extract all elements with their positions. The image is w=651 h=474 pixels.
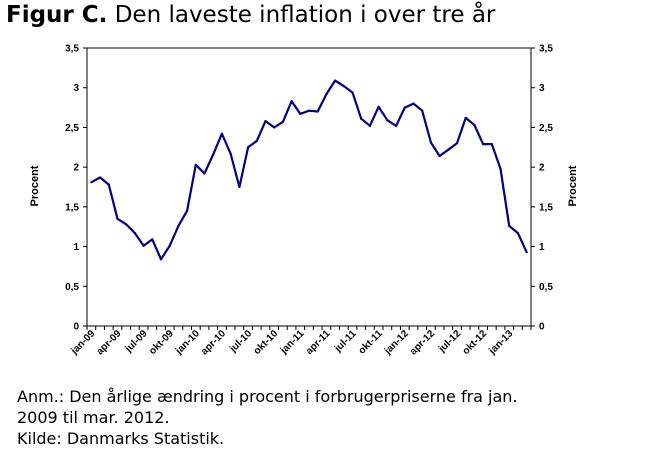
- chart-notes: Anm.: Den årlige ændring i procent i for…: [17, 386, 518, 449]
- data-point: [421, 109, 424, 112]
- data-point: [125, 223, 128, 226]
- data-point: [107, 183, 110, 186]
- data-point: [438, 154, 441, 158]
- data-point: [281, 120, 284, 123]
- y-tick-label-right: 1,5: [539, 202, 553, 213]
- data-point: [264, 120, 267, 123]
- data-point: [307, 109, 311, 112]
- plot-area-frame: [86, 47, 532, 327]
- data-point: [168, 244, 171, 247]
- data-point: [325, 93, 328, 96]
- x-tick-label: apr-09: [95, 328, 124, 357]
- data-point: [368, 124, 371, 127]
- data-point: [290, 100, 293, 103]
- x-tick-label: jul-12: [436, 328, 463, 355]
- data-point: [247, 146, 250, 149]
- data-point: [159, 258, 163, 261]
- data-point: [386, 119, 389, 122]
- x-tick-label: jul-11: [332, 328, 359, 355]
- x-tick-label: apr-10: [199, 328, 228, 357]
- note-line-3: Kilde: Danmarks Statistik.: [17, 429, 225, 448]
- data-point: [334, 79, 337, 82]
- y-tick-label-left: 2: [73, 163, 79, 174]
- y-tick-label-right: 1: [539, 242, 545, 253]
- data-point: [464, 116, 467, 119]
- data-point: [455, 142, 459, 145]
- data-point: [377, 105, 380, 108]
- x-tick-label: jan-10: [173, 328, 202, 357]
- data-point: [194, 163, 197, 166]
- x-tick-label: jul-09: [123, 328, 150, 355]
- y-tick-label-left: 2,5: [65, 123, 79, 134]
- data-point: [447, 148, 450, 151]
- x-tick-label: jul-10: [227, 328, 254, 355]
- y-tick-label-left: 0,5: [65, 282, 79, 293]
- data-point: [229, 152, 232, 155]
- data-point: [99, 176, 102, 179]
- figure-label: Figur C.: [6, 2, 108, 28]
- data-point: [186, 209, 189, 212]
- x-tick-label: apr-12: [408, 328, 437, 357]
- data-point: [255, 139, 258, 142]
- data-point: [203, 172, 206, 175]
- x-tick-label: jan-11: [278, 328, 307, 357]
- data-point: [90, 181, 93, 184]
- y-axis-label-left: Procent: [29, 165, 41, 206]
- y-tick-label-left: 3: [73, 83, 79, 94]
- data-point: [490, 143, 493, 146]
- data-point: [212, 153, 215, 156]
- y-axis-label-right: Procent: [567, 165, 579, 206]
- note-line-1: Anm.: Den årlige ændring i procent i for…: [17, 387, 518, 406]
- data-point: [220, 132, 223, 135]
- inflation-series-line: [90, 79, 528, 261]
- data-point: [525, 251, 528, 254]
- data-point: [351, 91, 354, 94]
- x-tick-label: okt-12: [461, 328, 490, 357]
- note-line-2: 2009 til mar. 2012.: [17, 408, 170, 427]
- data-point: [508, 224, 511, 227]
- data-point: [142, 244, 145, 247]
- data-point: [482, 143, 485, 146]
- page-title: Figur C. Den laveste inflation i over tr…: [6, 2, 495, 28]
- x-tick-label: okt-10: [252, 328, 281, 357]
- y-tick-label-left: 1: [73, 242, 79, 253]
- data-point: [360, 117, 363, 120]
- data-point: [133, 232, 136, 235]
- y-tick-label-right: 2,5: [539, 123, 553, 134]
- data-point: [238, 185, 241, 189]
- data-point: [499, 167, 502, 170]
- data-point: [342, 85, 345, 88]
- x-tick-label: okt-09: [147, 328, 176, 357]
- data-point: [412, 102, 415, 105]
- y-tick-label-left: 3,5: [65, 44, 79, 55]
- data-point: [151, 238, 154, 241]
- x-tick-label: jan-13: [486, 328, 515, 357]
- data-point: [429, 141, 432, 144]
- y-tick-label-right: 3: [539, 83, 545, 94]
- y-tick-label-left: 1,5: [65, 202, 79, 213]
- data-point: [316, 110, 319, 113]
- x-tick-label: jan-12: [382, 328, 411, 357]
- data-point: [403, 106, 406, 109]
- x-tick-label: okt-11: [357, 328, 386, 357]
- y-tick-label-left: 0: [73, 322, 79, 333]
- data-point: [177, 224, 180, 227]
- figure-title: Den laveste inflation i over tre år: [107, 2, 496, 28]
- data-point: [273, 126, 276, 129]
- data-point: [516, 232, 520, 235]
- data-point: [473, 123, 476, 127]
- data-point: [395, 124, 398, 127]
- data-point: [116, 217, 119, 220]
- y-tick-label-right: 3,5: [539, 44, 553, 55]
- x-tick-label: apr-11: [304, 328, 333, 357]
- y-tick-label-right: 0,5: [539, 282, 553, 293]
- y-tick-label-right: 2: [539, 163, 545, 174]
- y-tick-label-right: 0: [539, 322, 545, 333]
- data-point: [299, 112, 302, 115]
